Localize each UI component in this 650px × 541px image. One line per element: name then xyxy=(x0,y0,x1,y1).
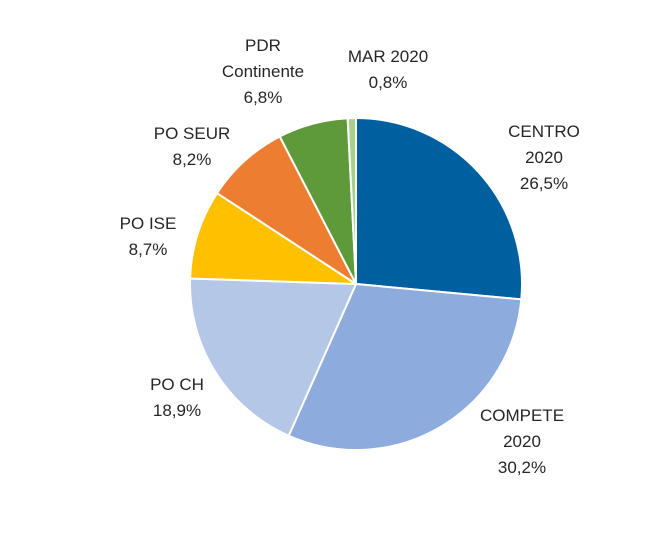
pie-slice xyxy=(346,117,357,285)
slice-value-label: 18,9% xyxy=(153,401,201,420)
slice-label: COMPETE 2020 30,2% xyxy=(480,406,564,477)
pie-slice xyxy=(287,283,523,451)
slice-label: PO SEUR 8,2% xyxy=(154,124,231,169)
pie-slice xyxy=(189,192,357,285)
slice-label: PDR Continente 6,8% xyxy=(222,36,304,107)
slice-label: MAR 2020 0,8% xyxy=(348,47,428,92)
slice-value-label: 26,5% xyxy=(520,174,568,193)
pie-slice xyxy=(355,117,523,301)
slice-label: CENTRO 2020 26,5% xyxy=(508,122,580,193)
slice-name-label: 2020 xyxy=(525,148,563,167)
slice-name-label: CENTRO xyxy=(508,122,580,141)
pie-labels: CENTRO 2020 26,5% COMPETE 2020 30,2% PO CH 18,9… xyxy=(120,36,580,477)
slice-name-label: 2020 xyxy=(503,432,541,451)
pie-slice xyxy=(189,277,357,437)
slice-name-label: PO ISE xyxy=(120,214,177,233)
slice-value-label: 8,2% xyxy=(173,150,212,169)
slice-label: PO CH 18,9% xyxy=(150,375,204,420)
slice-value-label: 0,8% xyxy=(369,73,408,92)
slice-name-label: COMPETE xyxy=(480,406,564,425)
slice-label: PO ISE 8,7% xyxy=(120,214,177,259)
slice-value-label: 8,7% xyxy=(129,240,168,259)
slice-value-label: 6,8% xyxy=(244,88,283,107)
slice-name-label: Continente xyxy=(222,62,304,81)
pie-slices xyxy=(189,117,523,451)
slice-value-label: 30,2% xyxy=(498,458,546,477)
slice-name-label: PDR xyxy=(245,36,281,55)
slice-name-label: MAR 2020 xyxy=(348,47,428,66)
slice-name-label: PO CH xyxy=(150,375,204,394)
slice-name-label: PO SEUR xyxy=(154,124,231,143)
